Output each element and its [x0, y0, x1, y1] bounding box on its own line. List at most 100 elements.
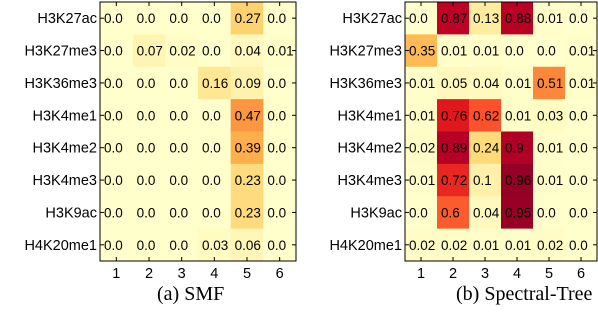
heatmap-cell: [230, 2, 264, 35]
heatmap-cell: [405, 99, 438, 132]
cell-value-label: 0.0: [267, 205, 286, 220]
column-label: 4: [210, 266, 218, 282]
cell-value-label: 0.0: [169, 108, 188, 123]
heatmap-cell: [533, 66, 566, 100]
cell-value-label: 0.0: [537, 205, 556, 220]
row-label: H3K4me2: [338, 141, 402, 157]
heatmap-cell: [501, 131, 534, 165]
cell-value-label: 0.51: [537, 76, 563, 91]
cell-value-label: 0.24: [473, 141, 500, 156]
heatmap-cell: [533, 228, 566, 262]
heatmap-cell: [501, 99, 534, 132]
column-label: 6: [276, 266, 284, 282]
cell-value-label: 0.23: [235, 173, 261, 188]
cell-value-label: 0.04: [473, 205, 500, 220]
heatmap-cell: [230, 34, 264, 68]
row-label: H3K36me3: [24, 76, 97, 92]
heatmap-cell: [165, 66, 199, 100]
cell-value-label: 0.0: [267, 173, 286, 188]
heatmap-cell: [533, 131, 566, 165]
plot-frame: [404, 1, 598, 262]
cell-value-label: 0.03: [537, 108, 563, 123]
heatmap-cell: [565, 2, 598, 35]
cell-value-label: 0.13: [473, 11, 499, 26]
heatmap-cell: [501, 196, 534, 230]
heatmap-cell: [469, 163, 502, 197]
cell-value-label: 0.0: [137, 205, 156, 220]
cell-value-label: 0.39: [235, 141, 261, 156]
cell-value-label: 0.0: [104, 108, 123, 123]
cell-value-label: 0.0: [137, 11, 156, 26]
heatmap-cell: [230, 99, 264, 132]
panel-caption: (a) SMF: [157, 283, 224, 305]
row-label: H3K4me3: [338, 173, 402, 189]
heatmap-cell: [165, 131, 199, 165]
cell-value-label: 0.0: [137, 108, 156, 123]
row-label: H4K20me1: [24, 238, 97, 254]
heatmap-cell: [100, 228, 134, 262]
row-label: H3K4me1: [33, 108, 97, 124]
column-label: 3: [178, 266, 186, 282]
cell-value-label: 0.01: [409, 108, 435, 123]
row-label: H3K27ac: [342, 11, 402, 27]
cell-value-label: 0.0: [169, 173, 188, 188]
heatmap-cell: [405, 66, 438, 100]
cell-value-label: 0.0: [169, 11, 188, 26]
cell-value-label: 0.0: [267, 238, 286, 253]
heatmap-panel-spectral-tree: H3K27ac H3K27me3 H3K36me3 H3K4me1 H3K4me2 H3K…: [329, 1, 598, 305]
heatmap-cell: [469, 196, 502, 230]
heatmap-cell: [437, 163, 470, 197]
row-label: H3K27ac: [37, 11, 97, 27]
column-label: 6: [577, 266, 585, 282]
cell-value-label: 0.0: [505, 44, 524, 59]
cell-value-label: 0.01: [473, 44, 499, 59]
row-label: H3K4me2: [33, 141, 97, 157]
cell-value-label: 0.0: [137, 141, 156, 156]
cell-value-label: 0.0: [267, 11, 286, 26]
cell-value-label: 0.01: [505, 108, 531, 123]
cell-value-label: 0.01: [505, 238, 531, 253]
heatmap-cell: [437, 228, 470, 262]
cell-value-label: 0.1: [473, 173, 492, 188]
heatmap-cell: [263, 2, 297, 35]
heatmap-cell: [565, 228, 598, 262]
cell-value-label: 0.01: [537, 141, 563, 156]
cell-value-label: 0.0: [267, 108, 286, 123]
cell-value-label: 0.0: [137, 173, 156, 188]
cell-value-label: 0.88: [505, 11, 531, 26]
column-label: 5: [243, 266, 251, 282]
heatmap-cell: [132, 2, 166, 35]
heatmap-cell: [437, 99, 470, 132]
heatmap-cell: [198, 163, 232, 197]
row-label: H3K27me3: [329, 44, 402, 60]
cell-value-label: 0.01: [569, 76, 595, 91]
heatmap-cell: [198, 34, 232, 68]
cell-value-label: 0.87: [441, 11, 467, 26]
heatmap-cell: [501, 66, 534, 100]
heatmap-cell: [132, 196, 166, 230]
cell-value-label: 0.72: [441, 173, 467, 188]
heatmap-cell: [100, 34, 134, 68]
cell-value-label: 0.02: [409, 238, 435, 253]
heatmap-cell: [469, 131, 502, 165]
cell-value-label: 0.0: [202, 108, 221, 123]
cell-value-label: 0.0: [104, 238, 123, 253]
cell-value-label: 0.62: [473, 108, 499, 123]
row-label: H3K36me3: [329, 76, 402, 92]
heatmap-cell: [565, 34, 598, 68]
row-label: H3K27me3: [24, 44, 97, 60]
cell-value-label: 0.89: [441, 141, 467, 156]
heatmap-cell: [405, 163, 438, 197]
cell-value-label: 0.47: [235, 108, 261, 123]
cell-value-label: 0.0: [569, 205, 588, 220]
heatmap-cell: [565, 131, 598, 165]
heatmap-cell: [565, 163, 598, 197]
heatmap-cell: [501, 34, 534, 68]
cell-value-label: 0.01: [569, 44, 595, 59]
heatmap-cell: [198, 196, 232, 230]
cell-value-label: 0.0: [267, 141, 286, 156]
cell-value-label: 0.0: [202, 141, 221, 156]
heatmap-cell: [263, 99, 297, 132]
cell-value-label: 0.01: [473, 238, 499, 253]
heatmap-cell: [469, 34, 502, 68]
